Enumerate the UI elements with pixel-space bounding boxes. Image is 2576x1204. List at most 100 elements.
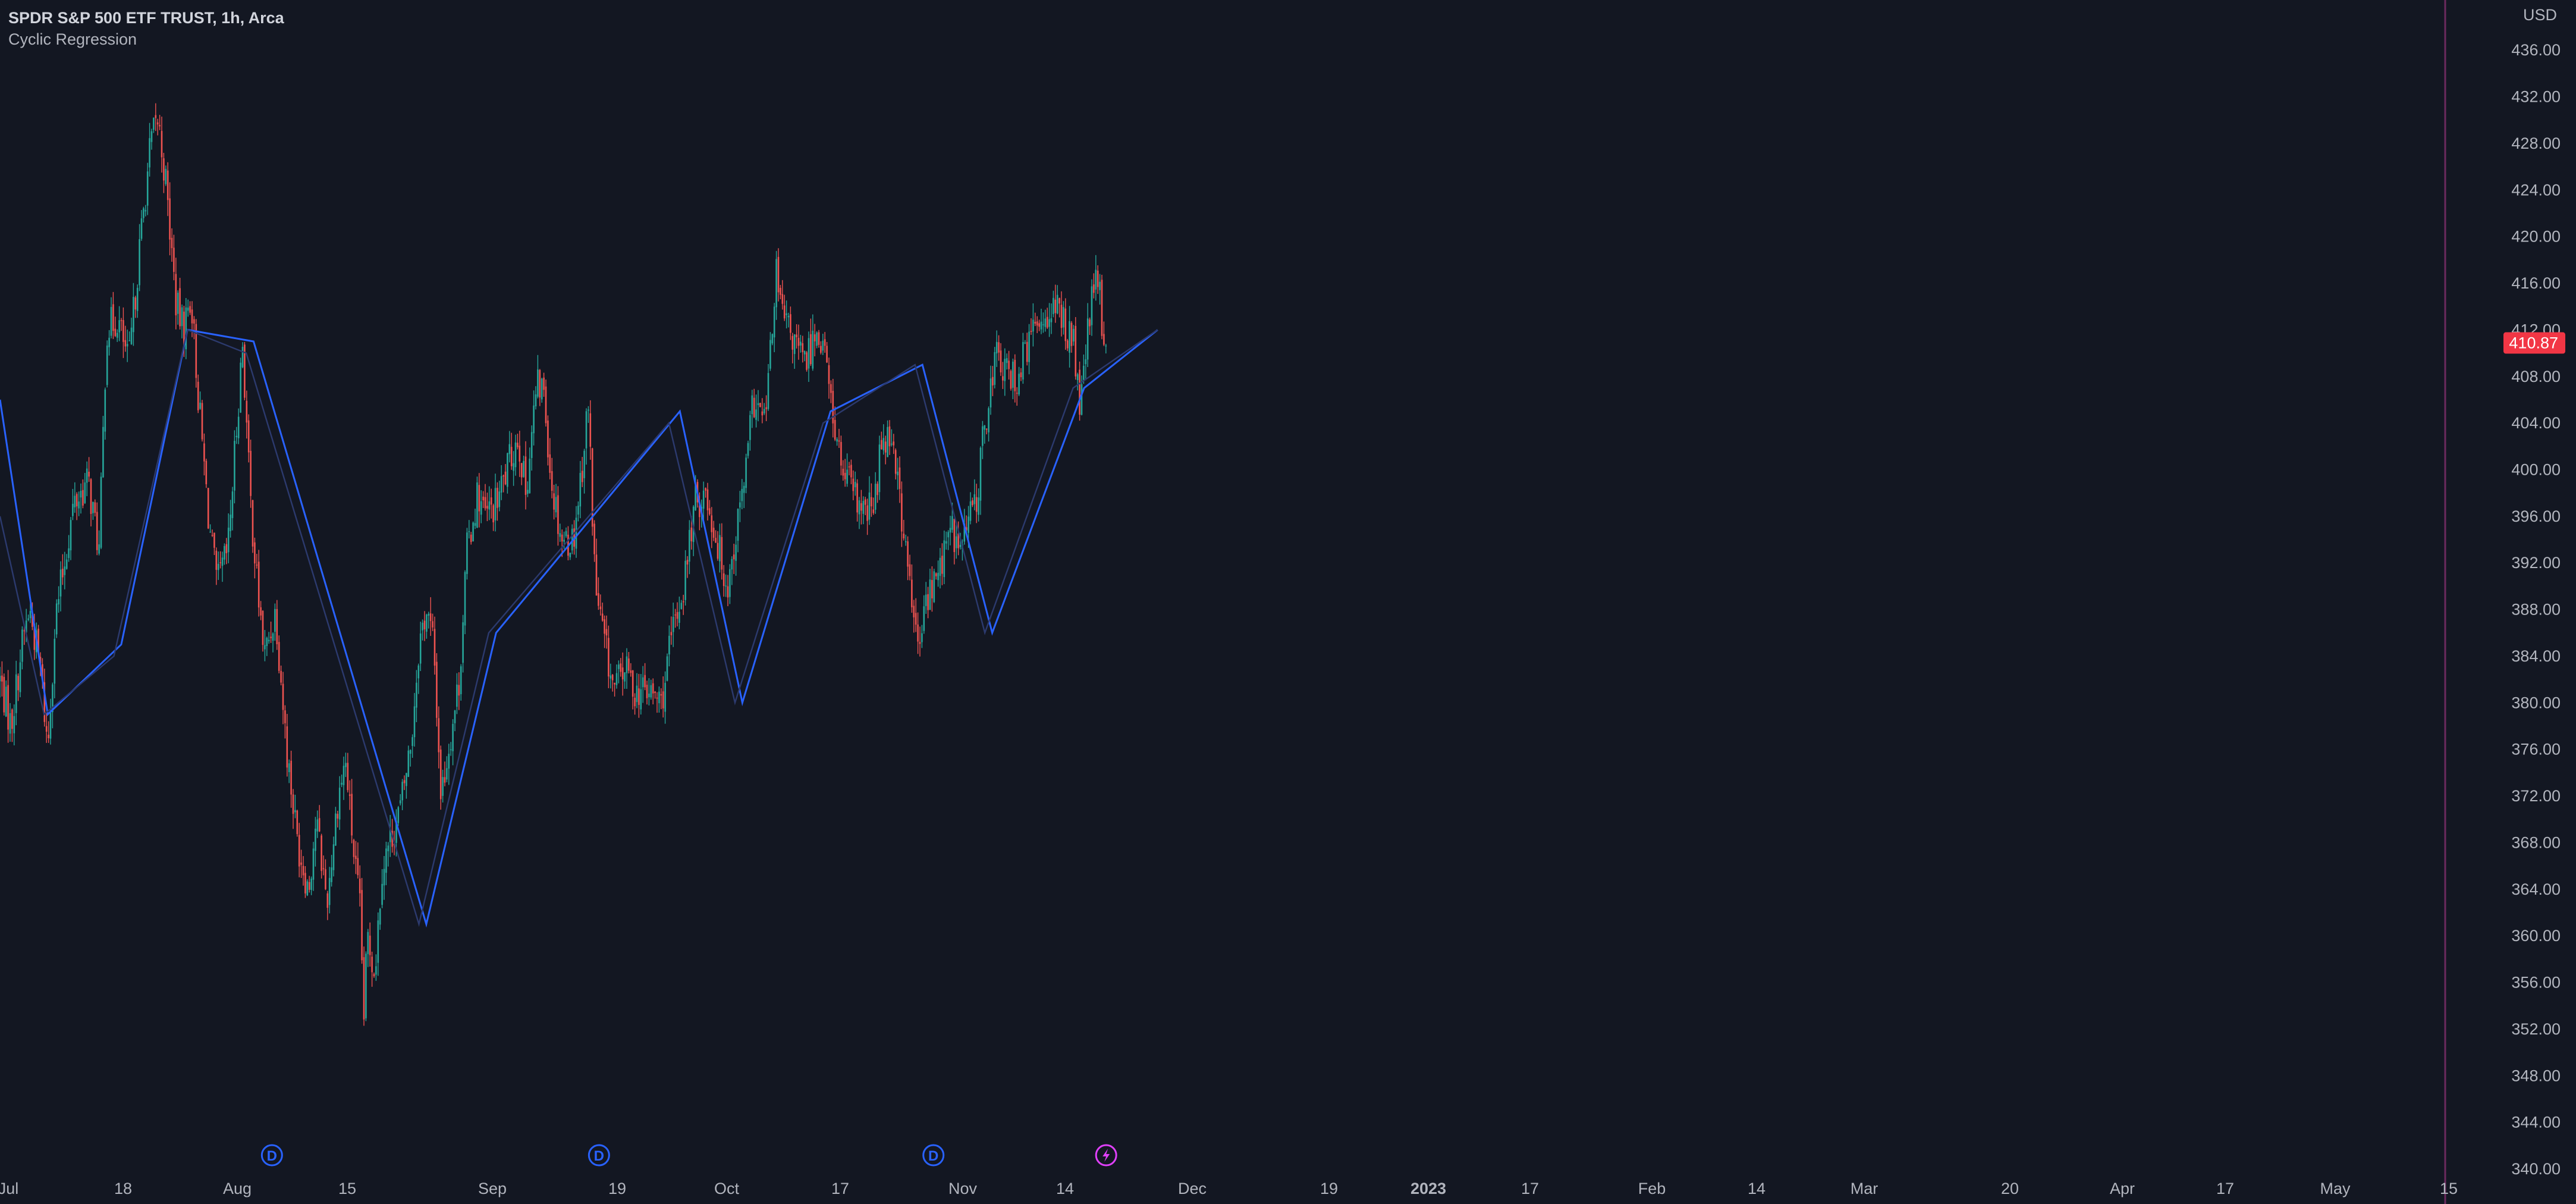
candle-body	[984, 425, 986, 430]
dividend-icon[interactable]	[588, 1144, 610, 1167]
time-axis[interactable]: Jul 18 Aug 15 Sep 19 Oct 17 Nov 14 Dec 19 2023 17 Feb 1…	[0, 1180, 2458, 1197]
candle-body	[973, 494, 976, 504]
candle-body	[124, 340, 127, 347]
candle-body	[88, 472, 90, 477]
candle-body	[482, 496, 484, 501]
candle-body	[150, 131, 153, 142]
candle-body	[1, 675, 3, 682]
candle-body	[240, 362, 241, 413]
time-tick-label: 19	[1320, 1180, 1338, 1197]
candle-body	[1063, 307, 1064, 328]
price-tick-label: 372.00	[2511, 787, 2561, 805]
candle-body	[931, 580, 933, 598]
candle-body	[644, 675, 646, 688]
candle-body	[761, 411, 764, 416]
candle-body	[654, 691, 656, 693]
candle-body	[502, 475, 504, 476]
candle-body	[1083, 365, 1085, 381]
candle-body	[830, 384, 832, 393]
candle-body	[387, 845, 389, 851]
candle-body	[426, 614, 428, 632]
symbol-title[interactable]: SPDR S&P 500 ETF TRUST, 1h, Arca	[8, 9, 284, 27]
candle-body	[777, 256, 780, 293]
candle-body	[598, 593, 599, 606]
candle-body	[705, 488, 706, 491]
candle-body	[272, 633, 274, 641]
dividend-icon[interactable]	[260, 1144, 283, 1167]
candle-body	[304, 873, 306, 893]
candle-body	[417, 665, 420, 679]
candle-body	[611, 675, 614, 681]
candle-body	[919, 642, 921, 644]
candle-body	[735, 544, 737, 561]
dividend-icon[interactable]	[922, 1144, 945, 1167]
candle-body	[84, 482, 86, 503]
candle-body	[276, 609, 278, 644]
candle-body	[636, 685, 638, 703]
indicator-name[interactable]: Cyclic Regression	[8, 30, 137, 48]
candle-body	[881, 440, 882, 449]
candle-body	[660, 694, 662, 696]
candle-body	[213, 532, 215, 548]
candle-body	[422, 622, 423, 631]
candle-body	[45, 726, 48, 732]
candle-body	[813, 334, 816, 341]
candle-body	[907, 541, 909, 567]
candle-body	[42, 664, 43, 681]
time-tick-label: Jul	[0, 1180, 18, 1197]
candle-body	[254, 542, 256, 564]
candle-body	[381, 883, 383, 905]
candle-body	[432, 621, 433, 628]
candle-body	[438, 718, 440, 752]
lightning-icon[interactable]	[1095, 1144, 1117, 1167]
candle-body	[888, 426, 891, 447]
price-scale-panel[interactable]	[2501, 0, 2576, 1204]
candle-body	[769, 340, 771, 369]
candle-body	[539, 370, 541, 398]
candle-body	[460, 666, 462, 694]
chart-legend[interactable]: SPDR S&P 500 ETF TRUST, 1h, Arca Cyclic …	[8, 7, 284, 50]
candle-body	[143, 208, 144, 218]
candle-body	[244, 344, 246, 398]
candle-body	[140, 218, 143, 239]
candle-body	[391, 830, 393, 847]
candle-body	[108, 337, 110, 347]
candle-body	[90, 479, 92, 515]
candle-body	[58, 599, 59, 605]
candle-body	[428, 613, 430, 616]
candle-body	[1060, 305, 1063, 328]
candle-body	[1014, 359, 1016, 391]
candle-body	[280, 670, 282, 683]
candle-body	[599, 606, 602, 610]
price-axis[interactable]: 340.00 344.00 348.00 352.00 356.00 360.00 364.…	[2511, 41, 2561, 1178]
candle-body	[699, 505, 700, 518]
candle-body	[1056, 294, 1058, 313]
candle-body	[838, 440, 840, 442]
price-tick-label: 408.00	[2511, 368, 2561, 385]
candle-body	[64, 566, 66, 575]
time-tick-label: Dec	[1178, 1180, 1207, 1197]
candle-body	[106, 345, 108, 385]
candle-body	[781, 294, 784, 304]
candle-body	[793, 334, 796, 355]
candle-body	[832, 391, 834, 424]
candle-body	[955, 536, 957, 548]
candle-body	[78, 501, 80, 509]
candle-body	[604, 619, 605, 634]
candle-body	[1085, 359, 1087, 365]
candle-body	[719, 535, 721, 562]
candle-body	[915, 613, 917, 625]
candle-body	[247, 420, 250, 453]
candle-body	[533, 405, 535, 434]
candle-body	[312, 848, 315, 880]
candle-body	[877, 484, 878, 496]
candle-body	[76, 494, 78, 507]
candle-body	[456, 684, 458, 707]
candle-body	[791, 336, 794, 350]
candle-body	[1006, 358, 1008, 363]
candle-body	[82, 490, 84, 506]
candle-body	[80, 491, 82, 498]
